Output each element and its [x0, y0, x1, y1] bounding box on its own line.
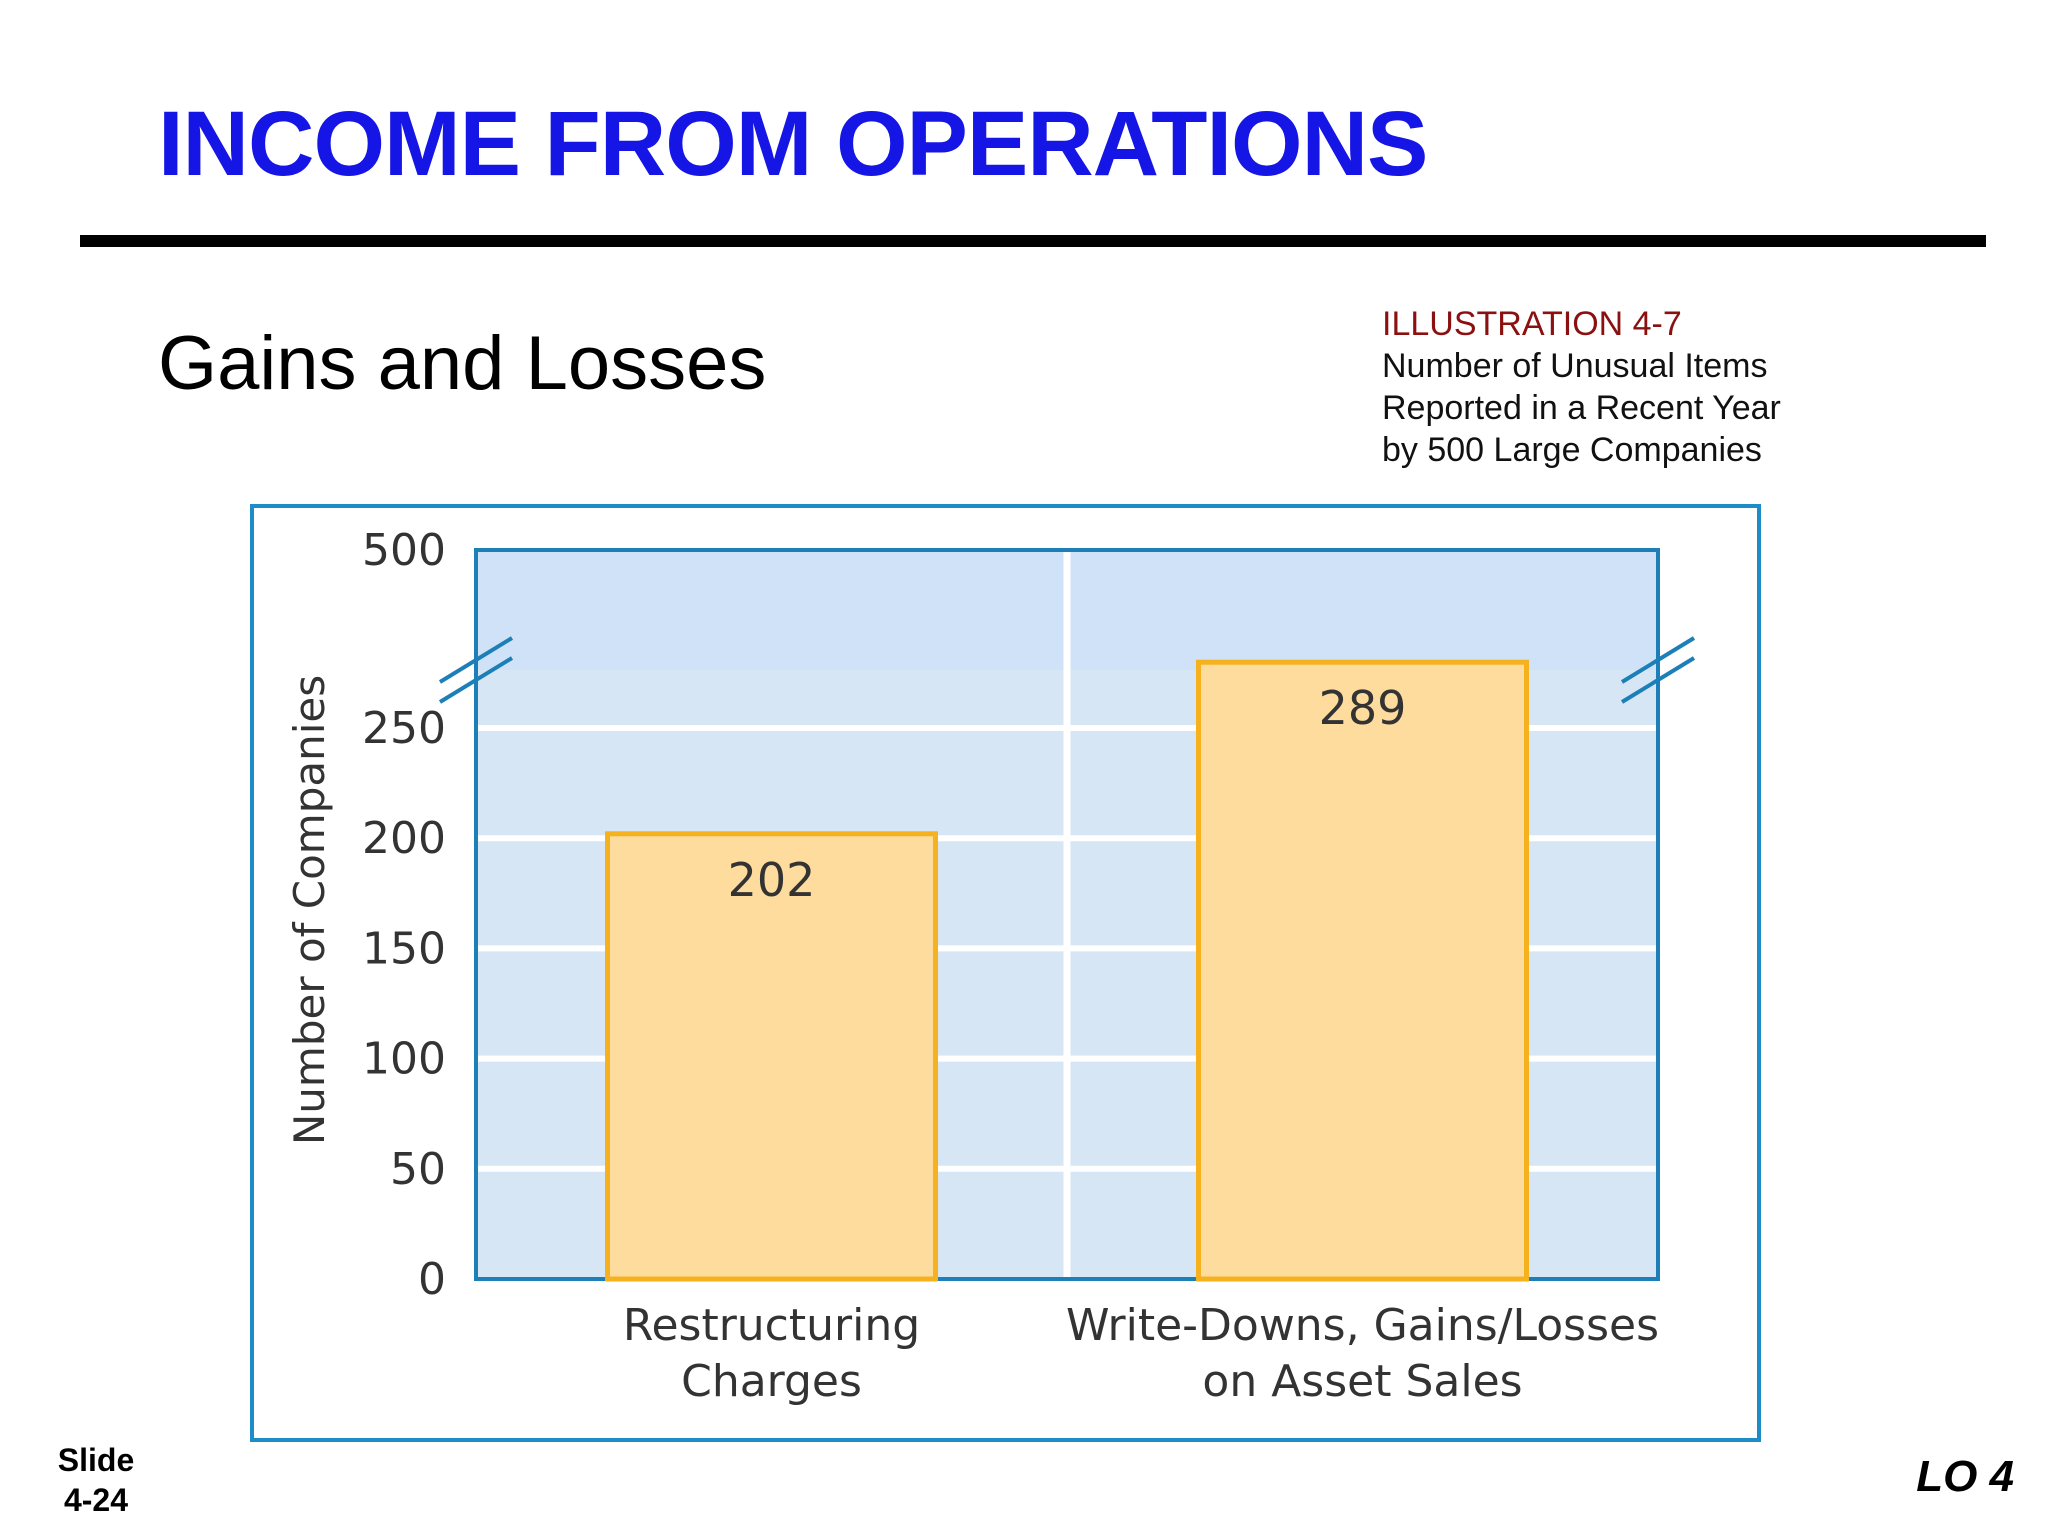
x-category-label-line: Charges: [681, 1356, 862, 1407]
x-category-label: Write-Downs, Gains/Losses on Asset Sales: [1066, 1300, 1659, 1407]
title-divider: [80, 235, 1986, 247]
bar-data-label: 289: [1319, 681, 1407, 735]
slide-subtitle: Gains and Losses: [158, 321, 767, 406]
learning-objective-tag: LO 4: [1916, 1452, 2014, 1501]
y-tick-label: 100: [362, 1034, 446, 1085]
illustration-caption-line: Number of Unusual Items: [1382, 347, 1768, 385]
y-tick-label: 500: [362, 525, 446, 576]
y-tick-label: 150: [362, 923, 446, 974]
y-axis-label: Number of Companies: [285, 675, 334, 1145]
illustration-caption-line: by 500 Large Companies: [1382, 431, 1762, 469]
x-category-label-line: on Asset Sales: [1202, 1356, 1522, 1407]
axis-break-slash: [438, 656, 514, 704]
x-category-label-line: Write-Downs, Gains/Losses: [1066, 1300, 1659, 1351]
slide-title: INCOME FROM OPERATIONS: [158, 93, 1428, 195]
axis-break-left: [438, 636, 514, 704]
illustration-caption: ILLUSTRATION 4-7 Number of Unusual Items…: [1382, 303, 1781, 471]
y-tick-label: 0: [418, 1254, 446, 1305]
y-axis-ticks: 0 50 100 150 200 250 500: [362, 525, 446, 1305]
y-tick-label: 200: [362, 813, 446, 864]
bars: 202 289: [605, 659, 1529, 1282]
axis-break-right: [1620, 636, 1696, 704]
bar: [605, 831, 938, 1282]
y-tick-label: 50: [390, 1144, 446, 1195]
x-category-label: Restructuring Charges: [623, 1300, 920, 1407]
axis-break-slash: [438, 636, 514, 684]
x-axis-categories: Restructuring Charges Write-Downs, Gains/L…: [623, 1300, 1659, 1407]
slide-number-value: 4-24: [63, 1482, 129, 1518]
plot-border: [474, 548, 1660, 1281]
slide-number: Slide 4-24: [46, 1440, 146, 1520]
axis-break-slash: [1620, 656, 1696, 704]
bar-data-label: 202: [728, 853, 816, 907]
x-category-label-line: Restructuring: [623, 1300, 920, 1351]
axis-break-slash: [1620, 636, 1696, 684]
bar: [1196, 659, 1529, 1282]
slide-number-label: Slide: [57, 1442, 135, 1478]
illustration-caption-line: Reported in a Recent Year: [1382, 389, 1781, 427]
illustration-label: ILLUSTRATION 4-7: [1382, 305, 1682, 343]
y-tick-label: 250: [362, 703, 446, 754]
